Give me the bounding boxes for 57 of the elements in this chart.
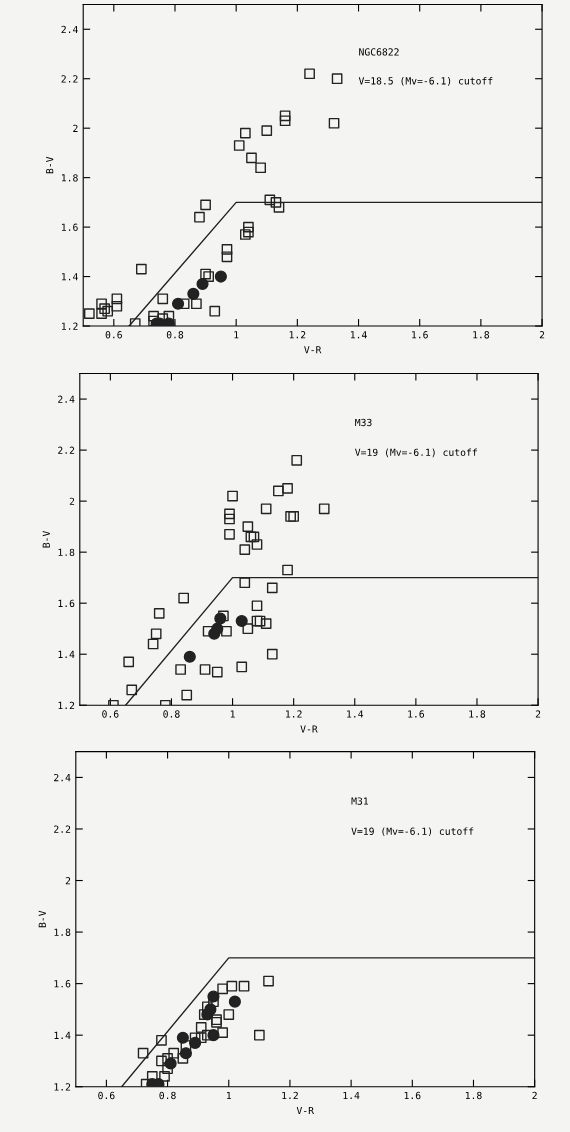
x-tick-label: 0.8 [163,710,180,718]
x-tick-label: 1.8 [473,331,490,339]
y-tick-label: 2.4 [61,25,78,33]
x-tick-label: 2 [539,331,545,339]
x-tick-label: 0.6 [102,710,119,718]
x-tick-label: 1.2 [282,1091,298,1100]
y-tick-label: 1.8 [61,174,78,182]
x-tick-label: 1.6 [408,710,425,718]
y-tick-label: 1.2 [61,322,78,330]
y-tick-label: 1.2 [58,701,75,709]
y-tick-label: 2.2 [54,825,71,833]
annotation: V=19 (Mv=-6.1) cutoff [351,827,474,837]
annotation: M31 [351,797,369,805]
y-tick-label: 1.8 [54,928,71,936]
y-tick-label: 1.6 [58,599,75,608]
y-tick-label: 1.6 [54,980,71,988]
x-tick-label: 1.2 [289,331,306,339]
y-tick-label: 2.4 [54,773,71,782]
annotation: NGC6822 [359,48,399,56]
x-tick-label: 2 [532,1091,537,1100]
annotation: V=18.5 (Mv=-6.1) cutoff [358,77,493,86]
x-tick-label: 0.6 [105,331,122,339]
x-tick-label: 1.4 [347,710,364,718]
x-tick-label: 1.2 [286,710,302,718]
y-tick-label: 1.4 [61,273,78,281]
x-axis-title: V-R [300,725,318,733]
y-tick-label: 2 [69,497,75,505]
x-axis-title: V-R [296,1106,315,1115]
y-tick-label: 1.4 [54,1031,71,1039]
annotation: M33 [355,418,372,427]
x-tick-label: 1 [227,1091,232,1100]
x-tick-label: 2 [535,710,541,718]
y-tick-label: 1.2 [54,1083,71,1091]
x-tick-label: 1.4 [343,1091,360,1100]
y-tick-label: 2 [65,877,71,885]
x-tick-label: 0.8 [159,1091,176,1100]
x-tick-label: 1 [230,710,235,718]
x-axis-title: V-R [304,346,322,354]
x-tick-label: 0.6 [98,1091,115,1100]
y-tick-label: 2.2 [61,75,78,83]
y-tick-label: 1.6 [61,223,78,231]
x-tick-label: 0.8 [166,331,184,339]
x-tick-label: 1.6 [412,331,428,339]
y-tick-label: 1.4 [58,650,75,658]
x-tick-label: 1.4 [350,331,367,339]
annotation: V=19 (Mv=-6.1) cutoff [355,448,477,458]
x-tick-label: 1.6 [404,1091,421,1100]
x-tick-label: 1.8 [465,1091,482,1100]
y-axis-title: B-V [42,530,50,548]
y-tick-label: 1.8 [58,548,75,557]
y-tick-label: 2.2 [58,446,75,454]
y-axis-title: B-V [46,156,54,174]
y-axis-title: B-V [38,910,46,928]
y-tick-label: 2.4 [58,395,75,403]
y-tick-label: 2 [73,124,78,132]
x-tick-label: 1.8 [469,710,486,718]
x-tick-label: 1 [234,331,239,339]
